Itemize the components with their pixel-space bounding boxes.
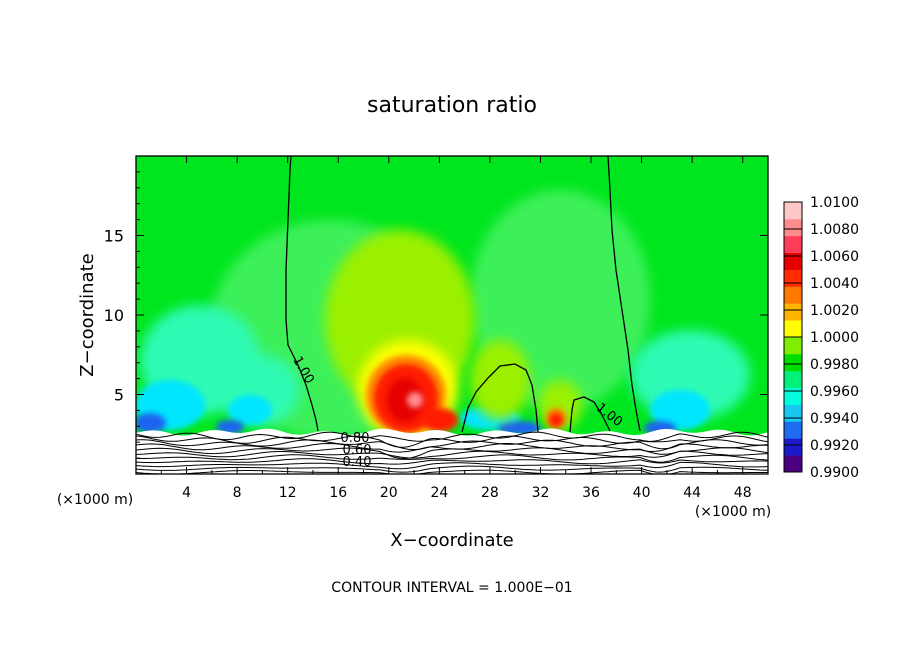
terrain-contour-line: [136, 431, 768, 442]
x-tick-label: 32: [532, 485, 550, 501]
colorbar-label: 0.9900: [810, 465, 859, 481]
colorbar-label: 0.9940: [810, 411, 859, 427]
y-tick-label: 10: [104, 306, 124, 325]
terrain-contour-line: [136, 439, 768, 450]
x-tick-label: 12: [279, 485, 297, 501]
y-axis-label: Z−coordinate: [77, 253, 98, 376]
colorbar-label: 1.0060: [810, 249, 859, 265]
colorbar-segment: [784, 353, 802, 372]
colorbar-segment: [784, 269, 802, 287]
colorbar-segment: [784, 438, 802, 456]
chart-title: saturation ratio: [367, 93, 537, 118]
footer-contour-interval: CONTOUR INTERVAL = 1.000E−01: [331, 580, 572, 596]
colorbar-label: 0.9920: [810, 438, 859, 454]
field-region-deep_red: [387, 378, 423, 422]
colorbar-segment: [784, 218, 802, 237]
field-region-blue: [136, 413, 166, 433]
y-axis: 5 10 15: [104, 171, 768, 459]
x-tick-label: 8: [233, 485, 242, 501]
colorbar-label: 0.9960: [810, 384, 859, 400]
contour-label: 0.80: [341, 431, 370, 446]
x-tick-label: 24: [430, 485, 448, 501]
x-tick-label: 48: [734, 485, 752, 501]
colorbar-segment: [784, 404, 802, 422]
terrain-contour-line: [136, 447, 768, 460]
contour-label: 0.40: [343, 455, 372, 470]
field-region-deep_cyan: [228, 395, 272, 425]
colorbar-segment: [784, 303, 802, 321]
field-region-blue: [216, 420, 244, 434]
colorbar-label: 1.0100: [810, 195, 859, 211]
terrain-contour-line: [136, 461, 768, 470]
terrain-contour-line: [136, 454, 768, 463]
contour-label: 0.60: [343, 443, 372, 458]
colorbar-label: 1.0080: [810, 222, 859, 238]
field-region-red: [422, 408, 458, 432]
colorbar-label: 1.0000: [810, 330, 859, 346]
x-axis: 4 8 12 16 20 24 28 32 36 40 44 48: [160, 156, 769, 501]
x-tick-label: 44: [683, 485, 701, 501]
field-region-deep_cyan: [650, 390, 710, 430]
terrain-contour-line: [136, 450, 768, 459]
field-region-blue: [498, 421, 542, 435]
terrain-contour-line: [136, 469, 768, 474]
x-tick-label: 28: [481, 485, 499, 501]
colorbar-segment: [784, 320, 802, 338]
colorbar-segment: [784, 252, 802, 270]
terrain-contour-line: [136, 458, 768, 465]
field-region-red: [549, 413, 563, 427]
plot-area: [136, 156, 768, 474]
field-region-yellow_green: [470, 340, 530, 420]
colorbar-segment: [784, 202, 802, 220]
terrain-contour-line: [136, 465, 768, 473]
contour-labels: 1.001.000.800.600.40: [289, 354, 625, 470]
saturation-contour-1-00: [607, 156, 641, 432]
colorbar-segment: [784, 387, 802, 405]
saturation-contour-1-00: [461, 363, 539, 433]
y-tick-label: 5: [114, 386, 124, 405]
x-unit-right: (×1000 m): [695, 504, 771, 520]
saturation-contour-1-00: [569, 396, 611, 433]
colorbar-segment: [784, 421, 802, 439]
y-tick-label: 15: [104, 227, 124, 246]
x-axis-label: X−coordinate: [390, 530, 513, 551]
terrain-contour-line: [136, 435, 768, 448]
x-tick-label: 36: [582, 485, 600, 501]
colorbar-label: 1.0040: [810, 276, 859, 292]
x-tick-label: 40: [633, 485, 651, 501]
colorbar-label: 0.9980: [810, 357, 859, 373]
colorbar-segment: [784, 337, 802, 355]
x-tick-label: 16: [329, 485, 347, 501]
colorbar-segment: [784, 455, 802, 473]
colorbar: 1.0100 1.0080 1.0060 1.0040 1.0020 1.0000 0.99…: [783, 195, 859, 481]
colorbar-segment: [784, 235, 802, 254]
x-tick-label: 20: [380, 485, 398, 501]
colorbar-segment: [784, 286, 802, 304]
field-color-regions: [136, 190, 750, 440]
saturation-contour-1-00: [285, 156, 319, 432]
contour-lines: [136, 156, 768, 474]
colorbar-label: 1.0020: [810, 303, 859, 319]
field-region-pink: [407, 392, 423, 408]
colorbar-segment: [784, 370, 802, 389]
x-unit-left: (×1000 m): [57, 492, 133, 508]
x-tick-label: 4: [182, 485, 191, 501]
